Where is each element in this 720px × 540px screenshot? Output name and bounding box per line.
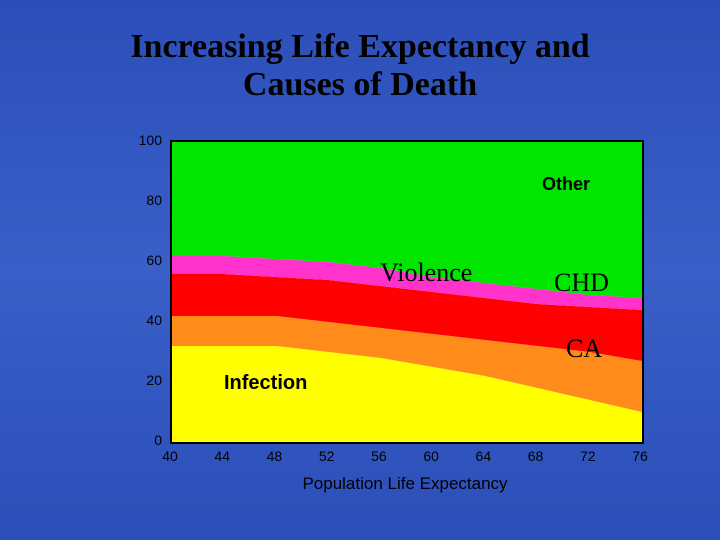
series-label-other: Other bbox=[542, 174, 590, 195]
x-tick: 64 bbox=[476, 448, 492, 464]
x-tick: 56 bbox=[371, 448, 387, 464]
slide-title-line2: Causes of Death bbox=[0, 66, 720, 104]
y-tick: 40 bbox=[124, 312, 162, 328]
x-tick: 68 bbox=[528, 448, 544, 464]
x-axis-label: Population Life Expectancy bbox=[170, 474, 640, 494]
series-label-chd: CHD bbox=[554, 268, 609, 298]
y-tick: 60 bbox=[124, 252, 162, 268]
x-tick: 40 bbox=[162, 448, 178, 464]
y-tick: 20 bbox=[124, 372, 162, 388]
x-tick: 48 bbox=[267, 448, 283, 464]
series-label-ca: CA bbox=[566, 334, 602, 364]
x-tick: 72 bbox=[580, 448, 596, 464]
area-chart: 020406080100 40444852566064687276 Popula… bbox=[130, 140, 650, 460]
x-tick: 44 bbox=[214, 448, 230, 464]
y-tick: 100 bbox=[124, 132, 162, 148]
x-tick: 52 bbox=[319, 448, 335, 464]
slide-title-line1: Increasing Life Expectancy and bbox=[0, 28, 720, 66]
y-tick: 0 bbox=[124, 432, 162, 448]
series-label-violence: Violence bbox=[380, 258, 472, 288]
x-tick: 76 bbox=[632, 448, 648, 464]
y-tick: 80 bbox=[124, 192, 162, 208]
series-label-infection: Infection bbox=[224, 372, 307, 395]
x-tick: 60 bbox=[423, 448, 439, 464]
